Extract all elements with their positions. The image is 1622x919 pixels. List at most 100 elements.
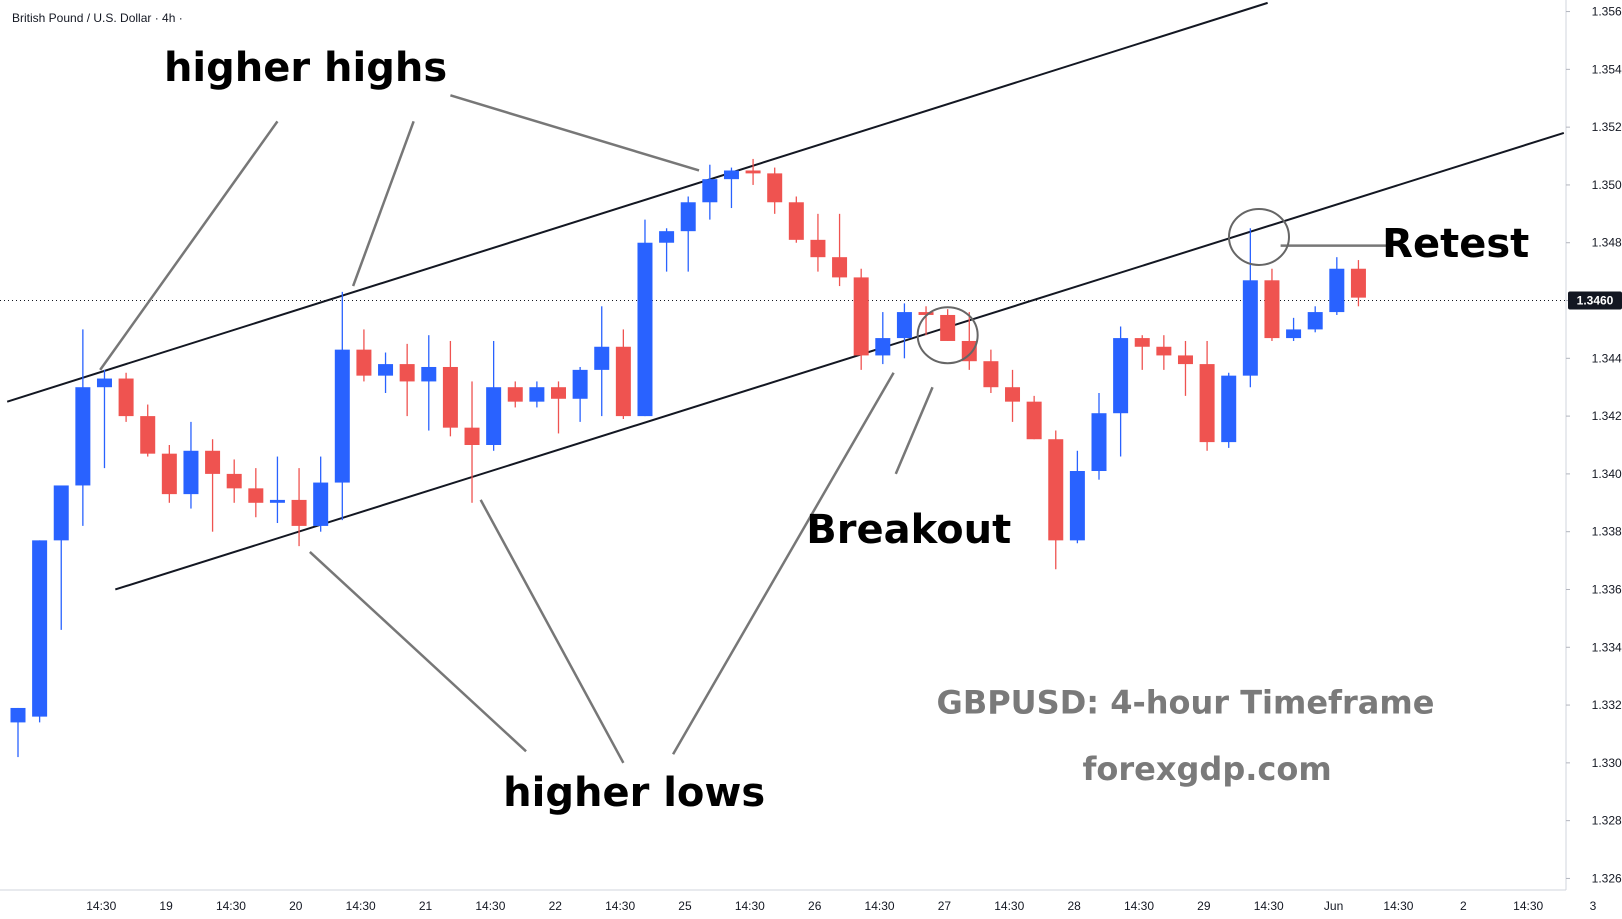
bullish-candle (313, 456, 329, 532)
candle-body (1048, 439, 1064, 541)
annotation-breakout: Breakout (806, 507, 1011, 553)
candle-body (1199, 364, 1215, 443)
candle-body (615, 346, 631, 417)
time-tick-label: 22 (549, 899, 563, 913)
candle-body (442, 366, 458, 428)
bearish-candle (140, 404, 156, 457)
bearish-candle (853, 268, 869, 370)
bearish-candle (788, 196, 804, 243)
candle-body (205, 450, 221, 474)
lower-channel-line (114, 131, 1565, 591)
candle-body (75, 387, 91, 486)
bullish-candle (75, 329, 91, 526)
candle-body (1026, 401, 1042, 440)
bullish-candle (659, 228, 675, 272)
candle-body (399, 364, 415, 382)
bearish-candle (1005, 369, 1021, 422)
bullish-candle (269, 456, 285, 524)
price-tick-label: 1.3400 (1592, 467, 1622, 481)
time-tick-label: 19 (159, 899, 173, 913)
bearish-candle (226, 459, 242, 503)
price-tick-label: 1.3380 (1592, 525, 1622, 539)
candle-body (269, 499, 285, 503)
breakout-circle (916, 306, 979, 365)
annotation-higher-lows: higher lows (503, 770, 765, 816)
bearish-candle (291, 468, 307, 547)
candle-body (551, 387, 566, 399)
bullish-candle (1242, 228, 1258, 388)
price-tick-label: 1.3320 (1592, 698, 1622, 712)
time-tick-label: 27 (938, 899, 952, 913)
candle-body (226, 473, 242, 489)
bearish-candle (961, 312, 977, 370)
bearish-candle (205, 439, 221, 532)
annotation-retest: Retest (1382, 221, 1529, 267)
bearish-candle (1264, 268, 1280, 341)
candle-body (118, 378, 134, 417)
current-price-label: 1.3460 (1577, 294, 1614, 308)
candle-body (1329, 268, 1345, 313)
bullish-candle (334, 291, 350, 521)
current-price-badge (1568, 291, 1622, 310)
time-tick-label: 14:30 (1124, 899, 1154, 913)
bullish-candle (594, 306, 610, 417)
candle-body (1113, 338, 1129, 414)
bearish-candle (1048, 430, 1064, 570)
callout-higher-high-1 (99, 120, 279, 371)
bearish-candle (1156, 335, 1172, 370)
candle-body (356, 349, 372, 376)
time-tick-label: 14:30 (735, 899, 765, 913)
bearish-candle (832, 213, 848, 287)
bullish-candle (53, 485, 69, 630)
bearish-candle (507, 381, 523, 408)
retest-circle (1227, 207, 1290, 266)
candle-body (832, 257, 848, 278)
bearish-candle (356, 329, 372, 382)
time-tick-label: 14:30 (475, 899, 505, 913)
candle-body (53, 485, 69, 541)
candle-body (140, 416, 156, 454)
bearish-candle (1026, 395, 1042, 440)
candle-body (572, 369, 588, 399)
candle-body (896, 312, 912, 339)
time-tick-label: 14:30 (86, 899, 116, 913)
bearish-candle (161, 445, 177, 503)
candle-body (810, 239, 826, 258)
bullish-candle (723, 167, 739, 209)
price-tick-label: 1.3540 (1592, 62, 1622, 76)
candle-body (1264, 280, 1280, 339)
time-tick-label: 3 (1590, 899, 1597, 913)
time-tick-label: 14:30 (605, 899, 635, 913)
candle-body (291, 499, 307, 526)
bearish-candle (551, 381, 566, 434)
bearish-candle (464, 381, 480, 503)
candle-body (1307, 312, 1323, 330)
price-tick-label: 1.3360 (1592, 582, 1622, 596)
bearish-candle (810, 213, 826, 272)
callout-higher-low-3 (672, 372, 895, 755)
bullish-candle (702, 164, 718, 220)
bearish-candle (745, 158, 761, 185)
bearish-candle (940, 309, 956, 341)
upper-channel-line (6, 1, 1268, 403)
candle-body (1069, 471, 1085, 541)
candle-body (745, 170, 761, 174)
bullish-candle (1286, 317, 1302, 341)
candle-body (1177, 355, 1193, 365)
bullish-candle (1091, 392, 1107, 480)
time-tick-label: 14:30 (1254, 899, 1284, 913)
bullish-candle (1307, 306, 1323, 333)
bullish-candle (96, 369, 112, 469)
candle-body (918, 312, 934, 315)
candle-body (853, 277, 869, 356)
candle-body (680, 202, 696, 232)
price-tick-label: 1.3560 (1592, 5, 1622, 19)
time-tick-label: 25 (678, 899, 692, 913)
candle-body (161, 453, 177, 495)
candle-body (1091, 413, 1107, 472)
candle-body (702, 179, 718, 203)
callout-higher-high-3 (450, 94, 700, 172)
candle-body (248, 488, 264, 503)
candle-body (313, 482, 329, 526)
time-tick-label: 28 (1067, 899, 1081, 913)
